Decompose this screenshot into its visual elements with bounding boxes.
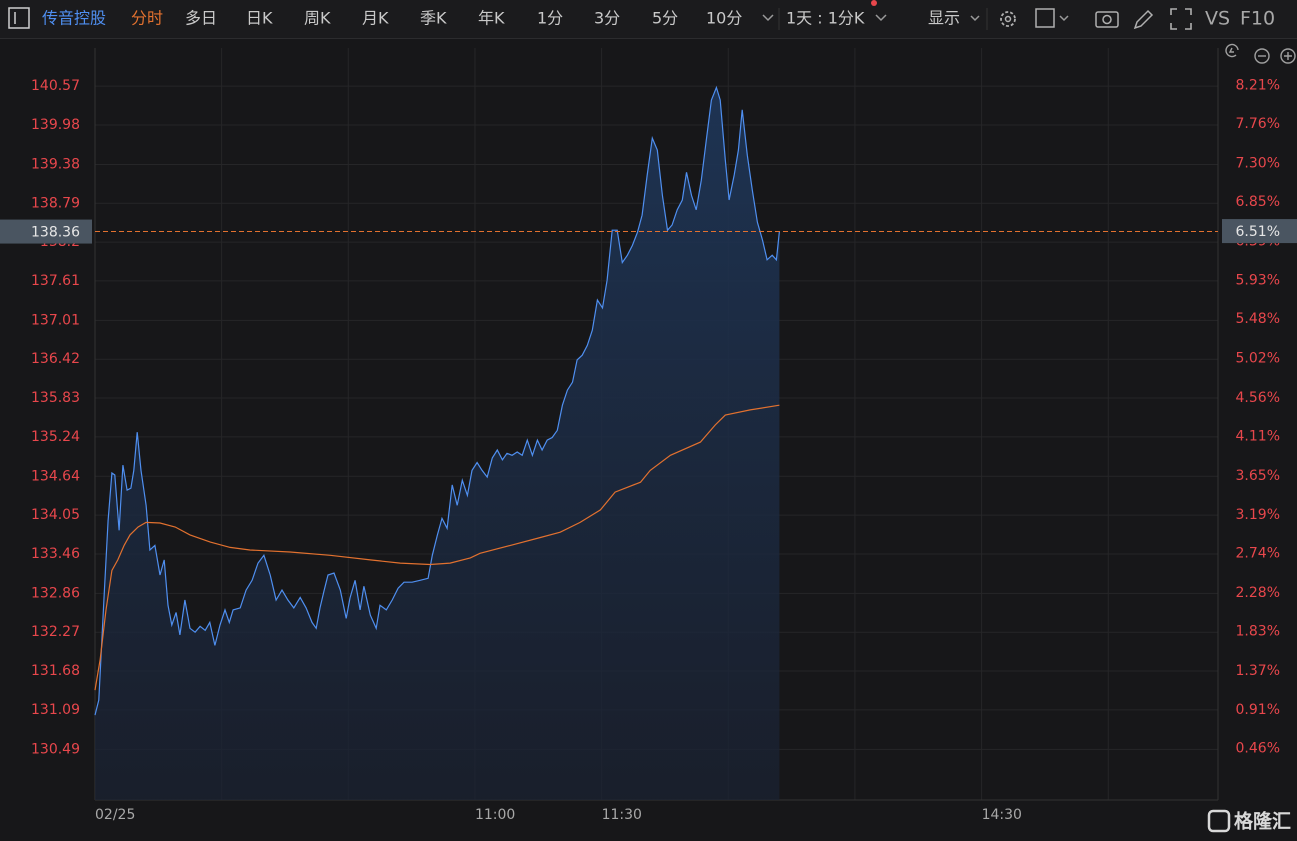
y2-tick-label: 1.83% bbox=[1236, 623, 1280, 639]
y2-tick-label: 5.93% bbox=[1236, 273, 1280, 289]
y2-tick-label: 3.19% bbox=[1236, 507, 1280, 523]
x-tick-label: 02/25 bbox=[95, 807, 135, 823]
y2-tick-label: 0.46% bbox=[1236, 741, 1280, 757]
y2-tick-label: 0.91% bbox=[1236, 702, 1280, 718]
chevron[interactable] bbox=[970, 15, 980, 22]
tab[interactable]: 月K bbox=[362, 9, 389, 28]
plot: 140.57139.98139.38138.79138.2137.61137.0… bbox=[0, 48, 1297, 838]
chevron[interactable] bbox=[875, 14, 887, 22]
y-tick-label: 140.57 bbox=[31, 78, 80, 94]
vs-button[interactable]: VS bbox=[1205, 8, 1230, 30]
y-tick-label: 134.05 bbox=[31, 507, 80, 523]
tab[interactable]: 周K bbox=[304, 9, 331, 28]
y-tick-label: 133.46 bbox=[31, 546, 80, 562]
y2-tick-label: 5.48% bbox=[1236, 311, 1280, 327]
tab[interactable]: 分时 bbox=[131, 9, 163, 28]
f10-button[interactable]: F10 bbox=[1240, 8, 1275, 30]
y2-tick-label: 2.28% bbox=[1236, 585, 1280, 601]
chevron[interactable] bbox=[762, 14, 774, 22]
y-tick-label: 135.83 bbox=[31, 390, 80, 406]
last-pct-tag bbox=[1222, 219, 1297, 244]
tab[interactable]: 1分 bbox=[537, 9, 563, 28]
y-tick-label: 137.61 bbox=[31, 273, 80, 289]
tab[interactable]: 日K bbox=[246, 9, 273, 28]
y2-tick-label: 7.76% bbox=[1236, 116, 1280, 132]
y-tick-label: 132.86 bbox=[31, 585, 80, 601]
tab[interactable]: 5分 bbox=[652, 9, 678, 28]
panel-icon[interactable] bbox=[8, 7, 30, 29]
area bbox=[95, 87, 780, 800]
pencil-icon[interactable] bbox=[1133, 9, 1154, 30]
x-tick-label: 11:30 bbox=[602, 807, 642, 823]
y-tick-label: 139.98 bbox=[31, 117, 80, 133]
y-tick-label: 132.27 bbox=[31, 624, 80, 640]
y-tick-label: 131.68 bbox=[31, 663, 80, 679]
period-select[interactable]: 1天 : 1分K bbox=[786, 9, 865, 28]
y-tick-label: 134.64 bbox=[31, 468, 80, 484]
watermark: 格隆汇 bbox=[1234, 810, 1291, 833]
zoom-out-icon[interactable] bbox=[1254, 48, 1270, 64]
y2-tick-label: 7.30% bbox=[1236, 155, 1280, 171]
tab[interactable]: 季K bbox=[420, 9, 447, 28]
tab[interactable]: 多日 bbox=[185, 9, 217, 28]
y-tick-label: 130.49 bbox=[31, 741, 80, 757]
y2-tick-label: 1.37% bbox=[1236, 663, 1280, 679]
series-line bbox=[94, 404, 780, 691]
last-price-tag bbox=[0, 219, 92, 244]
y2-tick-label: 5.02% bbox=[1236, 351, 1280, 367]
x-tick-label: 11:00 bbox=[475, 807, 515, 823]
y-tick-label: 137.01 bbox=[31, 312, 80, 328]
tab[interactable]: 10分 bbox=[706, 9, 742, 28]
badge bbox=[871, 0, 877, 6]
y2-tick-label: 3.65% bbox=[1236, 468, 1280, 484]
y-tick-label: 135.24 bbox=[31, 429, 80, 445]
y2-tick-label: 4.11% bbox=[1236, 428, 1280, 444]
camera-icon[interactable] bbox=[1095, 11, 1119, 28]
y-tick-label: 136.42 bbox=[31, 351, 80, 367]
y-tick-label: 139.38 bbox=[31, 156, 80, 172]
zoom-in-plus bbox=[1284, 52, 1292, 60]
last-price-label: 138.36 bbox=[31, 225, 80, 241]
camera-lens bbox=[1102, 14, 1112, 25]
settings-icon[interactable] bbox=[1000, 11, 1016, 27]
chevron[interactable] bbox=[1059, 15, 1069, 22]
y2-tick-label: 8.21% bbox=[1236, 78, 1280, 94]
y2-tick-label: 6.85% bbox=[1236, 194, 1280, 210]
tabs: 分时 多日 日K 周K 月K 季K 年K 1分 3分 5分 10分 bbox=[131, 9, 742, 28]
y2-tick-label: 2.74% bbox=[1236, 546, 1280, 562]
display-menu[interactable]: 显示 bbox=[928, 9, 960, 28]
reset-icon[interactable] bbox=[1225, 43, 1239, 58]
settings-icon-core bbox=[1004, 15, 1012, 23]
series-line bbox=[94, 85, 780, 716]
stock-name[interactable]: 传音控股 bbox=[42, 9, 106, 28]
tab[interactable]: 3分 bbox=[594, 9, 620, 28]
layout-icon[interactable] bbox=[1035, 8, 1055, 28]
toolbar bbox=[0, 0, 1297, 38]
y-tick-label: 138.79 bbox=[31, 195, 80, 211]
tab[interactable]: 年K bbox=[478, 9, 505, 28]
watermark-logo bbox=[1207, 809, 1231, 833]
x-tick-label: 14:30 bbox=[982, 807, 1022, 823]
fullscreen-icon[interactable] bbox=[1170, 8, 1192, 30]
last-pct-label: 6.51% bbox=[1236, 224, 1280, 240]
y-tick-label: 131.09 bbox=[31, 702, 80, 718]
zoom-in-icon[interactable] bbox=[1280, 48, 1296, 64]
y2-tick-label: 4.56% bbox=[1236, 390, 1280, 406]
